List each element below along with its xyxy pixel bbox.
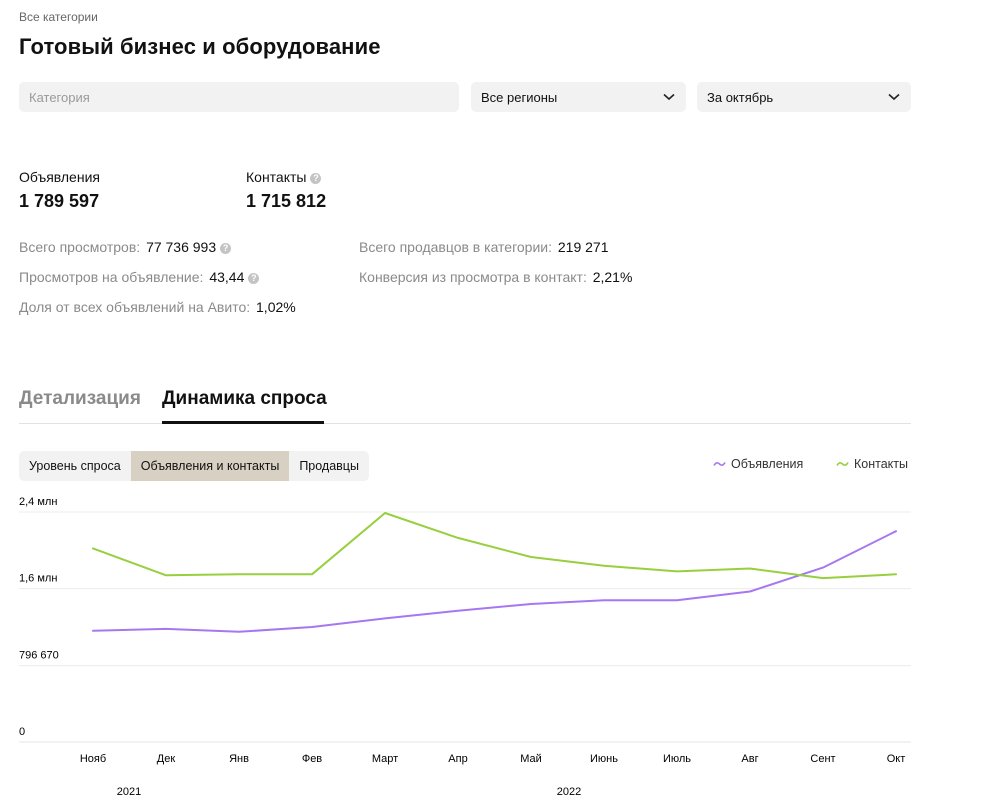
contacts-label-wrap: Контакты? [246,169,322,185]
data-point[interactable] [894,529,898,533]
year-label: 2021 [117,786,141,798]
data-point[interactable] [602,564,606,568]
x-tick-label: Май [520,753,542,765]
x-tick-label: Янв [229,753,249,765]
metric-total-views: Всего просмотров: 77 736 993? [19,239,232,255]
metric-value: 43,44 [209,269,245,285]
metric-value: 219 271 [557,239,609,255]
question-circle-icon[interactable]: ? [248,273,260,284]
metric-value: 77 736 993 [146,239,217,255]
segment-ads-contacts[interactable]: Объявления и контакты [130,451,290,481]
metric-views-per-ad: Просмотров на объявление: 43,44? [19,269,260,285]
data-point[interactable] [310,625,314,629]
metric-label: Доля от всех объявлений на Авито: [19,299,251,315]
chevron-down-icon [887,90,901,104]
data-point[interactable] [529,555,533,559]
period-select[interactable]: За октябрь [697,82,911,112]
data-point[interactable] [894,572,898,576]
segment-sellers[interactable]: Продавцы [299,459,359,473]
contacts-series-line[interactable] [92,512,897,580]
legend-contacts[interactable]: Контакты [836,457,908,471]
period-select-value: За октябрь [707,89,774,105]
wave-line-icon [836,462,849,466]
x-tick-label: Авг [741,753,758,765]
y-tick-label: 1,6 млн [19,573,57,585]
ads-series-line[interactable] [92,530,897,633]
data-point[interactable] [602,598,606,602]
tab-demand-dynamics[interactable]: Динамика спроса [162,388,327,409]
metric-sellers: Всего продавцов в категории: 219 271 [359,239,609,255]
data-point[interactable] [748,567,752,571]
metric-label: Всего просмотров: [19,239,141,255]
x-tick-label: Дек [157,753,176,765]
ads-value: 1 789 597 [19,191,100,211]
question-circle-icon[interactable]: ? [310,173,322,184]
metric-share: Доля от всех объявлений на Авито: 1,02% [19,299,296,315]
chart-mode-switch: Уровень спроса Объявления и контакты Про… [19,451,369,481]
data-point[interactable] [91,546,95,550]
contacts-value: 1 715 812 [246,191,327,211]
x-tick-label: Окт [887,753,906,765]
x-tick-label: Фев [302,753,322,765]
data-point[interactable] [456,536,460,540]
data-point[interactable] [164,573,168,577]
x-tick-label: Март [372,753,398,765]
category-field[interactable] [19,82,459,112]
breadcrumb[interactable]: Все категории [19,10,98,24]
data-point[interactable] [237,572,241,576]
data-point[interactable] [310,572,314,576]
x-tick-label: Нояб [80,753,106,765]
question-circle-icon[interactable]: ? [220,243,232,254]
x-tick-label: Июнь [590,753,618,765]
page-title: Готовый бизнес и оборудование [19,34,381,59]
y-tick-label: 796 670 [19,650,59,662]
metric-label: Конверсия из просмотра в контакт: [359,269,587,285]
region-select[interactable]: Все регионы [471,82,686,112]
data-point[interactable] [456,609,460,613]
data-point[interactable] [383,511,387,515]
data-point[interactable] [675,598,679,602]
ads-label: Объявления [19,169,100,185]
active-tab-indicator [162,421,324,424]
demand-line-chart: 0 796 670 1,6 млн 2,4 млн Нояб Дек Янв Фев Март А… [19,496,911,798]
y-tick-label: 0 [19,726,25,738]
x-tick-label: Апр [448,753,467,765]
y-tick-label: 2,4 млн [19,496,57,508]
category-input[interactable] [29,89,449,105]
data-point[interactable] [821,576,825,580]
legend-ads-label: Объявления [731,457,804,471]
data-point[interactable] [237,630,241,634]
data-point[interactable] [164,627,168,631]
x-tick-label: Июль [663,753,691,765]
year-label: 2022 [557,786,581,798]
metric-label: Всего продавцов в категории: [359,239,552,255]
data-point[interactable] [675,569,679,573]
wave-line-icon [713,462,726,466]
tabs-divider [19,423,911,424]
segment-demand-level[interactable]: Уровень спроса [29,459,121,473]
chevron-down-icon [662,90,676,104]
legend-contacts-label: Контакты [854,457,908,471]
legend-ads[interactable]: Объявления [713,457,803,471]
metric-conversion: Конверсия из просмотра в контакт: 2,21% [359,269,632,285]
data-point[interactable] [748,590,752,594]
data-point[interactable] [821,566,825,570]
x-tick-label: Сент [810,753,835,765]
data-point[interactable] [91,629,95,633]
contacts-label: Контакты [246,169,307,185]
metric-label: Просмотров на объявление: [19,269,204,285]
tab-details[interactable]: Детализация [19,388,141,409]
data-point[interactable] [383,616,387,620]
metric-value: 2,21% [592,269,633,285]
metric-value: 1,02% [256,299,296,315]
data-point[interactable] [529,602,533,606]
region-select-value: Все регионы [481,89,558,105]
